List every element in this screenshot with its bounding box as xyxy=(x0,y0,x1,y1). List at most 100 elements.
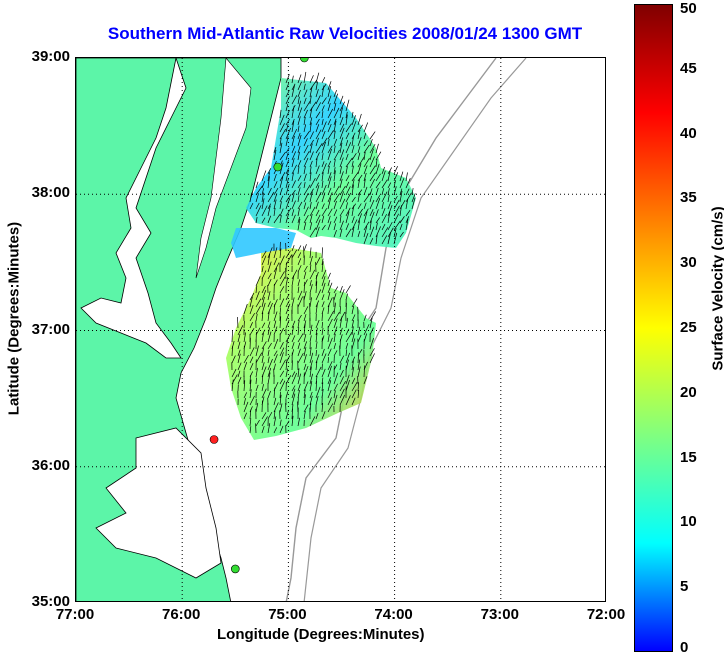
velocity-arrow xyxy=(393,220,401,231)
velocity-arrow xyxy=(237,353,241,364)
velocity-arrow xyxy=(369,337,374,350)
velocity-arrow xyxy=(327,348,332,357)
velocity-arrow xyxy=(375,198,381,210)
velocity-arrow xyxy=(321,180,324,189)
velocity-arrow xyxy=(303,404,309,413)
velocity-arrow xyxy=(321,203,325,210)
velocity-arrow xyxy=(309,201,312,210)
velocity-arrow xyxy=(285,170,289,182)
velocity-arrow xyxy=(363,233,369,245)
velocity-arrow xyxy=(357,129,361,140)
velocity-arrow xyxy=(327,208,333,217)
velocity-arrow xyxy=(327,215,331,224)
velocity-arrow xyxy=(285,96,290,105)
velocity-arrow xyxy=(297,81,302,91)
velocity-arrow xyxy=(405,172,408,182)
velocity-arrow xyxy=(255,419,260,427)
velocity-arrow xyxy=(309,284,313,294)
velocity-arrow xyxy=(249,389,252,399)
velocity-arrow xyxy=(333,209,338,217)
velocity-arrow xyxy=(327,108,334,119)
velocity-arrow xyxy=(285,194,292,203)
velocity-arrow xyxy=(333,293,337,301)
velocity-arrow xyxy=(303,381,309,392)
velocity-arrow xyxy=(237,376,242,385)
velocity-arrow xyxy=(285,147,290,154)
velocity-arrow xyxy=(321,77,326,84)
velocity-arrow xyxy=(321,224,326,231)
velocity-arrow xyxy=(393,186,397,196)
velocity-arrow xyxy=(333,170,336,182)
velocity-arrow xyxy=(279,151,286,161)
velocity-arrow xyxy=(309,151,314,161)
velocity-arrow xyxy=(309,381,313,392)
velocity-arrow xyxy=(345,379,350,392)
velocity-arrow xyxy=(345,374,350,385)
velocity-arrow xyxy=(381,166,385,175)
velocity-arrow xyxy=(321,111,324,119)
velocity-arrow xyxy=(249,292,255,301)
velocity-arrow xyxy=(357,189,363,196)
velocity-arrow xyxy=(303,100,311,112)
velocity-arrow xyxy=(315,185,320,196)
velocity-arrow xyxy=(405,210,411,217)
velocity-arrow xyxy=(291,83,296,91)
velocity-arrow xyxy=(261,255,267,266)
velocity-arrow xyxy=(291,371,296,378)
velocity-arrow xyxy=(267,423,271,434)
velocity-arrow xyxy=(267,321,271,329)
velocity-arrow xyxy=(321,382,324,392)
velocity-arrow xyxy=(345,175,350,182)
velocity-arrow xyxy=(303,83,306,91)
velocity-arrow xyxy=(255,181,259,189)
velocity-arrow xyxy=(345,331,353,343)
velocity-arrow xyxy=(333,185,340,196)
velocity-arrow xyxy=(273,173,277,182)
velocity-arrow xyxy=(309,416,316,427)
velocity-arrow xyxy=(315,341,318,350)
velocity-arrow xyxy=(393,213,399,224)
velocity-arrow xyxy=(249,356,254,364)
velocity-arrow xyxy=(393,180,396,189)
velocity-arrow xyxy=(369,165,376,175)
velocity-arrow xyxy=(261,217,266,224)
velocity-arrow xyxy=(297,368,300,378)
velocity-arrow xyxy=(267,291,271,301)
y-axis-label: Latitude (Degrees:Minutes) xyxy=(5,221,23,416)
velocity-arrow xyxy=(285,332,292,343)
velocity-arrow xyxy=(375,226,381,238)
velocity-arrow xyxy=(387,232,391,245)
velocity-arrow xyxy=(249,313,255,322)
velocity-arrow xyxy=(339,137,344,147)
velocity-arrow xyxy=(357,163,362,175)
velocity-arrow xyxy=(393,195,398,203)
velocity-arrow xyxy=(357,326,361,336)
velocity-arrow xyxy=(309,373,314,385)
velocity-arrow xyxy=(369,131,376,140)
velocity-arrow xyxy=(375,187,379,196)
velocity-arrow xyxy=(387,204,393,217)
velocity-arrow xyxy=(309,222,313,231)
velocity-arrow xyxy=(267,278,272,287)
velocity-arrow xyxy=(333,120,337,133)
velocity-arrow xyxy=(279,271,285,280)
velocity-arrow xyxy=(315,332,318,343)
velocity-arrow xyxy=(255,313,258,322)
velocity-arrow xyxy=(243,361,248,371)
x-tick-label: 77:00 xyxy=(55,606,95,623)
velocity-arrow xyxy=(351,332,355,343)
velocity-arrow xyxy=(309,80,317,91)
velocity-arrow xyxy=(261,322,266,329)
velocity-arrow xyxy=(285,82,290,91)
velocity-arrow xyxy=(291,135,295,147)
velocity-arrow xyxy=(321,161,325,168)
velocity-arrow xyxy=(393,172,399,182)
velocity-arrow xyxy=(309,143,313,154)
velocity-arrow xyxy=(267,168,272,175)
velocity-arrow xyxy=(333,333,336,343)
velocity-arrow xyxy=(351,382,358,392)
velocity-arrow xyxy=(339,123,345,133)
velocity-arrow xyxy=(297,201,303,210)
velocity-arrow xyxy=(327,192,333,203)
velocity-arrow xyxy=(255,377,257,385)
